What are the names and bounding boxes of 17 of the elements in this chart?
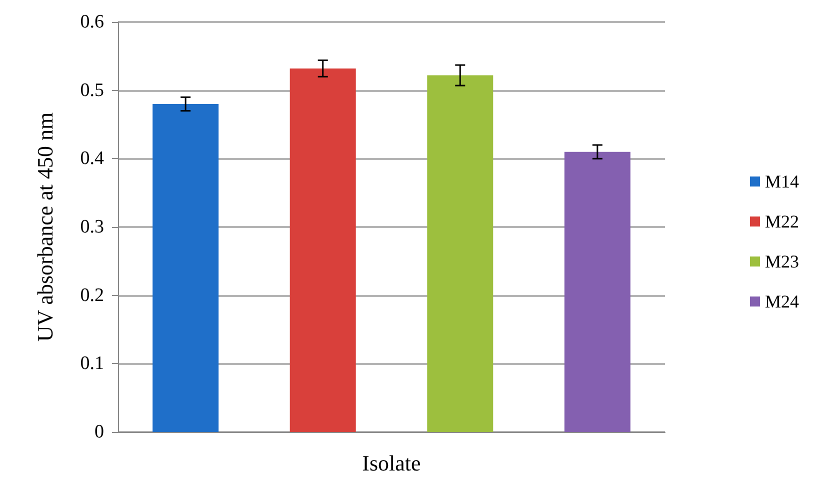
y-tick-label: 0.4 (80, 148, 104, 170)
y-tick-label: 0.1 (80, 353, 104, 374)
bar (152, 104, 219, 432)
y-tick-label: 0.3 (80, 216, 104, 238)
bar (564, 152, 630, 432)
legend-label: M14 (764, 172, 800, 192)
y-axis-title: UV absorbance at 450 nm (32, 112, 58, 342)
legend-label: M23 (764, 252, 800, 272)
legend-label: M24 (764, 292, 800, 312)
x-axis-title: Isolate (362, 450, 421, 476)
y-tick-label: 0 (94, 422, 104, 442)
legend-label: M22 (764, 212, 800, 232)
y-tick-label: 0.5 (80, 80, 104, 101)
bar (290, 68, 356, 432)
y-tick-label: 0.2 (80, 284, 104, 306)
y-tick-label: 0.6 (80, 12, 104, 32)
bar (427, 75, 494, 432)
